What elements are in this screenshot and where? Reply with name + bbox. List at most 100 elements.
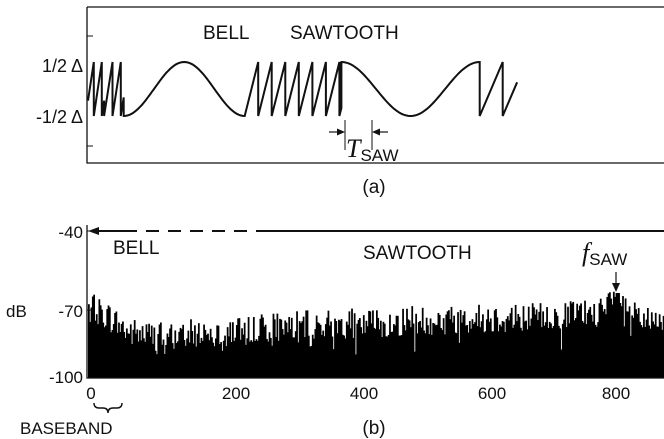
spectrum-bar: [144, 341, 147, 378]
spectrum-bar: [529, 325, 531, 378]
spectrum-bar: [318, 323, 321, 378]
spectrum-bar: [394, 325, 397, 378]
spectrum-bar: [259, 318, 262, 378]
spectrum-bars: [88, 291, 664, 378]
spectrum-bar: [266, 339, 268, 378]
spectrum-bar: [487, 309, 490, 378]
spectrum-bar: [327, 310, 330, 378]
spectrum-bar: [645, 319, 648, 378]
spectrum-bar: [424, 333, 427, 378]
spectrum-bar: [373, 327, 376, 378]
spectrum-bar: [186, 338, 188, 378]
spectrum-bar: [525, 320, 527, 378]
spectrum-bar: [292, 337, 294, 378]
spectrum-bar: [310, 345, 313, 378]
spectrum-bar: [598, 303, 601, 378]
spectrum-bar: [643, 313, 645, 378]
spectrum-bar: [631, 315, 634, 378]
spectrum-bar: [609, 292, 611, 378]
spectrum-bar: [457, 312, 459, 378]
spectrum-bar: [154, 350, 157, 378]
spectrum-bar: [213, 346, 216, 378]
spectrum-bar: [177, 341, 179, 378]
spectrum-bar: [174, 330, 177, 378]
spectrum-bar: [454, 332, 457, 378]
spectrum-bar: [400, 335, 403, 378]
spectrum-bar: [603, 309, 606, 378]
spectrum-bar: [142, 338, 145, 378]
x-tick-label-0: 0: [86, 384, 95, 403]
spectrum-bar: [148, 323, 150, 378]
spectrum-bar: [605, 314, 607, 378]
spectrum-bar: [615, 293, 618, 378]
spectrum-bar: [305, 310, 308, 378]
spectrum-bar: [438, 314, 441, 378]
spectrum-bar: [284, 320, 287, 378]
spectrum-bar: [419, 321, 421, 378]
spectrum-bar: [323, 336, 326, 378]
spectrum-bar: [542, 311, 545, 378]
x-tick-label-800: 800: [602, 384, 630, 403]
spectrum-bar: [195, 346, 198, 378]
spectrum-bar: [315, 315, 318, 378]
spectrum-bar: [220, 342, 222, 378]
spectrum-bar: [408, 320, 411, 378]
spectrum-bar: [252, 317, 255, 378]
spectrum-bar: [420, 327, 423, 378]
spectrum-bar: [294, 331, 297, 378]
spectrum-bar: [398, 335, 401, 378]
panel-b-label: (b): [362, 418, 385, 439]
spectrum-bar: [302, 316, 305, 378]
x-tick-label-400: 400: [350, 384, 378, 403]
spectrum-bar: [103, 327, 106, 378]
spectrum-bar: [341, 334, 344, 378]
spectrum-bar: [432, 322, 435, 378]
spectrum-bar: [444, 334, 446, 378]
peak-label: fSAW: [582, 238, 627, 269]
spectrum-bar: [559, 328, 562, 378]
bell-annotation-b: BELL: [113, 238, 159, 259]
y-axis-label: dB: [6, 302, 27, 321]
spectrum-bar: [534, 314, 537, 378]
spectrum-bar: [158, 324, 161, 378]
spectrum-bar: [590, 314, 593, 378]
spectrum-bar: [551, 328, 554, 378]
spectrum-bar: [336, 333, 339, 378]
spectrum-bar: [607, 293, 610, 378]
peak-arrow: [612, 272, 620, 292]
spectrum-bar: [357, 319, 360, 378]
spectrum-bar: [378, 329, 381, 378]
spectrum-bar: [404, 330, 407, 378]
spectrum-bar: [510, 307, 513, 378]
spectrum-bar: [578, 305, 581, 378]
spectrum-bar: [145, 324, 148, 378]
spectrum-bar: [523, 321, 526, 378]
spectrum-bar: [662, 315, 664, 378]
spectrum-bar: [635, 309, 637, 378]
spectrum-bar: [194, 325, 196, 378]
spectrum-bar: [313, 338, 315, 378]
spectrum-bar: [331, 336, 334, 378]
spectrum-bar: [106, 309, 109, 378]
spectrum-bar: [358, 318, 361, 378]
spectrum-bar: [546, 307, 548, 378]
spectrum-bar: [370, 323, 373, 378]
spectrum-bar: [592, 321, 594, 378]
spectrum-bar: [243, 322, 246, 378]
spectrum-bar: [413, 351, 416, 378]
spectrum-bar: [182, 324, 185, 378]
spectrum-bar: [141, 326, 144, 378]
spectrum-bar: [135, 333, 137, 378]
spectrum-bar: [584, 300, 586, 378]
spectrum-bar: [120, 323, 123, 378]
spectrum-bar: [368, 310, 370, 378]
spectrum-bar: [222, 340, 225, 378]
spectrum-bar: [293, 337, 296, 378]
spectrum-bar: [623, 326, 626, 378]
spectrum-bar: [437, 312, 440, 378]
spectrum-bar: [188, 342, 191, 378]
spectrum-bar: [577, 310, 580, 378]
spectrum-bar: [221, 350, 224, 378]
spectrum-bar: [636, 313, 639, 378]
